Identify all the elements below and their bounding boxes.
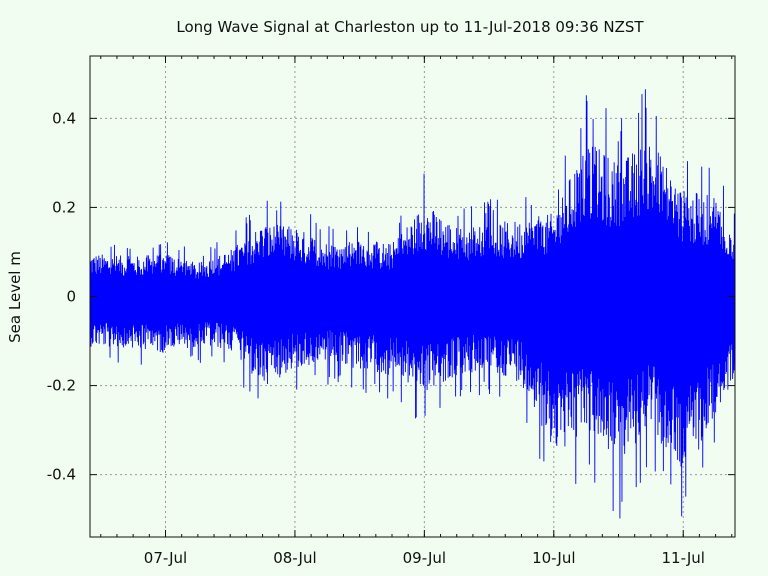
x-tick-label: 07-Jul xyxy=(144,549,187,567)
y-axis-label: Sea Level m xyxy=(6,251,24,343)
x-tick-label: 11-Jul xyxy=(662,549,705,567)
x-tick-label: 10-Jul xyxy=(532,549,575,567)
axis-ticks: 07-Jul 08-Jul 09-Jul 10-Jul 11-Jul 0.4 0.2 0 -0.… xyxy=(47,56,735,567)
y-tick-label: -0.2 xyxy=(47,377,76,395)
x-tick-label: 09-Jul xyxy=(403,549,446,567)
y-tick-label: 0.2 xyxy=(52,198,76,216)
y-tick-label: -0.4 xyxy=(47,466,76,484)
x-tick-label: 08-Jul xyxy=(273,549,316,567)
sea-level-series xyxy=(89,89,736,519)
sea-level-line xyxy=(89,89,736,519)
y-tick-label: 0.4 xyxy=(52,109,76,127)
y-tick-label: 0 xyxy=(66,288,76,306)
chart-title: Long Wave Signal at Charleston up to 11-… xyxy=(176,18,644,36)
